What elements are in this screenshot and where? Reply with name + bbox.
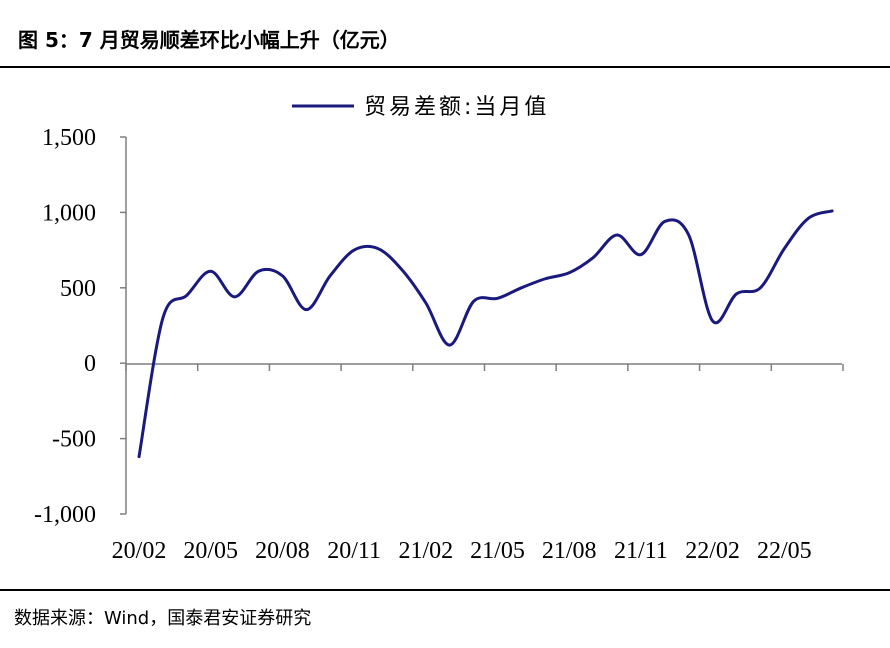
data-point (281, 274, 284, 277)
data-point (735, 292, 738, 295)
y-tick-label: 0 (84, 351, 96, 377)
x-tick-label: 20/11 (327, 538, 381, 564)
legend: 贸易差额:当月值 (292, 95, 549, 120)
data-point (663, 220, 666, 223)
data-point (520, 286, 523, 289)
data-point (711, 319, 714, 322)
axes: 1,500 1,000 500 0 -500 -1,000 20/02 20/05 20/08 2… (34, 125, 844, 564)
data-point (161, 316, 164, 319)
data-point (496, 297, 499, 300)
top-rule (0, 66, 890, 68)
data-point (424, 301, 427, 304)
data-point (472, 300, 475, 303)
data-point (592, 256, 595, 259)
y-tick-label: 500 (60, 276, 96, 302)
data-point (568, 271, 571, 274)
data-point (807, 217, 810, 220)
data-point (209, 270, 212, 273)
data-point (329, 274, 332, 277)
data-point (687, 234, 690, 237)
series-group (137, 209, 834, 459)
data-point (305, 308, 308, 311)
data-point (831, 209, 834, 212)
x-tick-label: 20/05 (183, 538, 238, 564)
data-point (257, 270, 260, 273)
data-point (783, 247, 786, 250)
x-tick-label: 21/02 (398, 538, 453, 564)
x-tick-label: 22/05 (757, 538, 812, 564)
x-tick-label: 21/08 (542, 538, 597, 564)
data-point (185, 294, 188, 297)
legend-label: 贸易差额:当月值 (364, 95, 549, 120)
bottom-rule (0, 589, 890, 591)
chart-title: 图 5：7 月贸易顺差环比小幅上升（亿元） (18, 28, 400, 52)
x-tick-label: 21/05 (470, 538, 525, 564)
x-tick-label: 20/02 (112, 538, 167, 564)
source-note: 数据来源：Wind，国泰君安证券研究 (14, 608, 312, 629)
series-line-trade-balance (137, 209, 834, 459)
x-tick-label: 21/11 (614, 538, 668, 564)
data-point (616, 234, 619, 237)
data-point (544, 277, 547, 280)
x-tick-label: 22/02 (685, 538, 740, 564)
data-point (138, 455, 141, 458)
y-tick-label: 1,000 (42, 200, 96, 226)
y-tick-label: -500 (52, 427, 96, 453)
data-point (639, 253, 642, 256)
y-tick-label: 1,500 (42, 125, 96, 151)
data-point (448, 344, 451, 347)
data-point (759, 286, 762, 289)
data-point (400, 268, 403, 271)
data-point (233, 295, 236, 298)
y-tick-label: -1,000 (34, 502, 96, 528)
x-tick-label: 20/08 (255, 538, 310, 564)
data-point (377, 247, 380, 250)
data-point (353, 249, 356, 252)
